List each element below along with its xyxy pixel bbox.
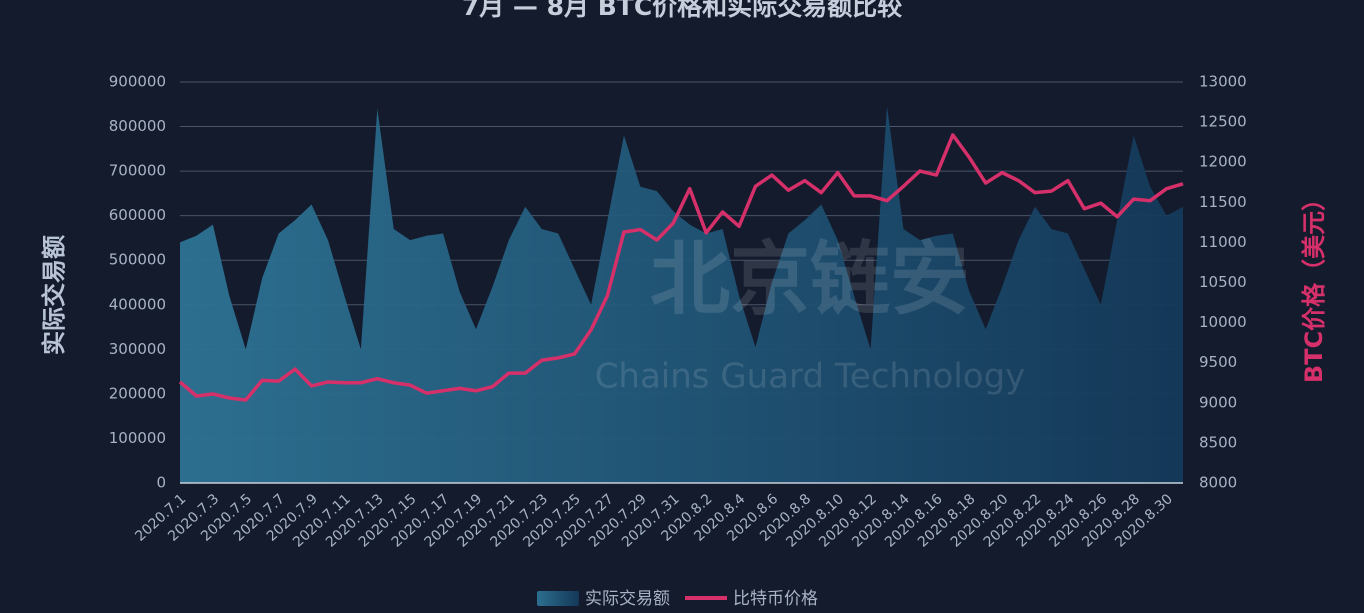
- legend-swatch: [537, 591, 579, 606]
- area: [180, 106, 1183, 483]
- y2-tick-label: 10000: [1199, 313, 1247, 331]
- y2-tick-label: 12000: [1199, 153, 1247, 171]
- y-tick-label: 200000: [109, 384, 166, 402]
- y-tick-label: 700000: [109, 162, 166, 180]
- legend-item[interactable]: 实际交易额: [537, 589, 670, 609]
- chart-title: 7月 — 8月 BTC价格和实际交易额比较: [462, 0, 902, 21]
- y-tick-label: 300000: [109, 340, 166, 358]
- y2-tick-label: 11500: [1199, 193, 1247, 211]
- watermark: 北京链安: [650, 233, 970, 326]
- y2-tick-label: 8000: [1199, 474, 1237, 492]
- watermark-sub: Chains Guard Technology: [595, 357, 1026, 397]
- legend-label: 实际交易额: [585, 589, 670, 609]
- y-tick-label: 400000: [109, 295, 166, 313]
- y2-tick-label: 11000: [1199, 233, 1247, 251]
- y-tick-label: 900000: [109, 73, 166, 91]
- y-tick-label: 0: [156, 474, 166, 492]
- y2-tick-label: 10500: [1199, 273, 1247, 291]
- y2-tick-label: 9500: [1199, 353, 1237, 371]
- legend-label: 比特币价格: [733, 589, 818, 609]
- y2-tick-label: 8500: [1199, 433, 1237, 451]
- y-tick-label: 800000: [109, 117, 166, 135]
- y-axis-label: 实际交易额: [40, 235, 68, 355]
- y-tick-label: 100000: [109, 429, 166, 447]
- y-tick-label: 500000: [109, 251, 166, 269]
- y-tick-label: 600000: [109, 206, 166, 224]
- line: [178, 133, 1184, 402]
- y2-tick-label: 12500: [1199, 113, 1247, 131]
- legend-item[interactable]: 比特币价格: [685, 589, 818, 609]
- y2-axis-label: BTC价格（美元）: [1300, 187, 1328, 383]
- y2-tick-label: 9000: [1199, 393, 1237, 411]
- y2-tick-label: 13000: [1199, 73, 1247, 91]
